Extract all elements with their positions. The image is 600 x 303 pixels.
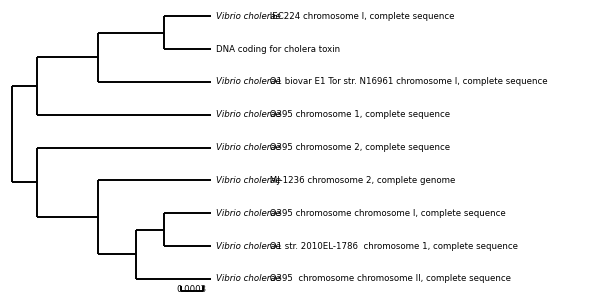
Text: IEC224 chromosome I, complete sequence: IEC224 chromosome I, complete sequence: [267, 12, 455, 21]
Text: Vibrio cholerae: Vibrio cholerae: [215, 143, 280, 152]
Text: Vibrio cholerae: Vibrio cholerae: [215, 176, 280, 185]
Text: O395  chromosome chromosome II, complete sequence: O395 chromosome chromosome II, complete …: [267, 275, 511, 283]
Text: Vibrio cholerae: Vibrio cholerae: [215, 241, 280, 251]
Text: O1 str. 2010EL-1786  chromosome 1, complete sequence: O1 str. 2010EL-1786 chromosome 1, comple…: [267, 241, 518, 251]
Text: O395 chromosome 2, complete sequence: O395 chromosome 2, complete sequence: [267, 143, 451, 152]
Text: O395 chromosome 1, complete sequence: O395 chromosome 1, complete sequence: [267, 110, 451, 119]
Text: MJ-1236 chromosome 2, complete genome: MJ-1236 chromosome 2, complete genome: [267, 176, 455, 185]
Text: O395 chromosome chromosome I, complete sequence: O395 chromosome chromosome I, complete s…: [267, 209, 506, 218]
Text: Vibrio cholerae: Vibrio cholerae: [215, 209, 280, 218]
Text: 0.0003: 0.0003: [177, 285, 207, 294]
Text: Vibrio cholerae: Vibrio cholerae: [215, 110, 280, 119]
Text: O1 biovar E1 Tor str. N16961 chromosome I, complete sequence: O1 biovar E1 Tor str. N16961 chromosome …: [267, 77, 548, 86]
Text: Vibrio cholerae: Vibrio cholerae: [215, 12, 280, 21]
Text: Vibrio cholerae: Vibrio cholerae: [215, 77, 280, 86]
Text: Vibrio cholerae: Vibrio cholerae: [215, 275, 280, 283]
Text: DNA coding for cholera toxin: DNA coding for cholera toxin: [215, 45, 340, 54]
